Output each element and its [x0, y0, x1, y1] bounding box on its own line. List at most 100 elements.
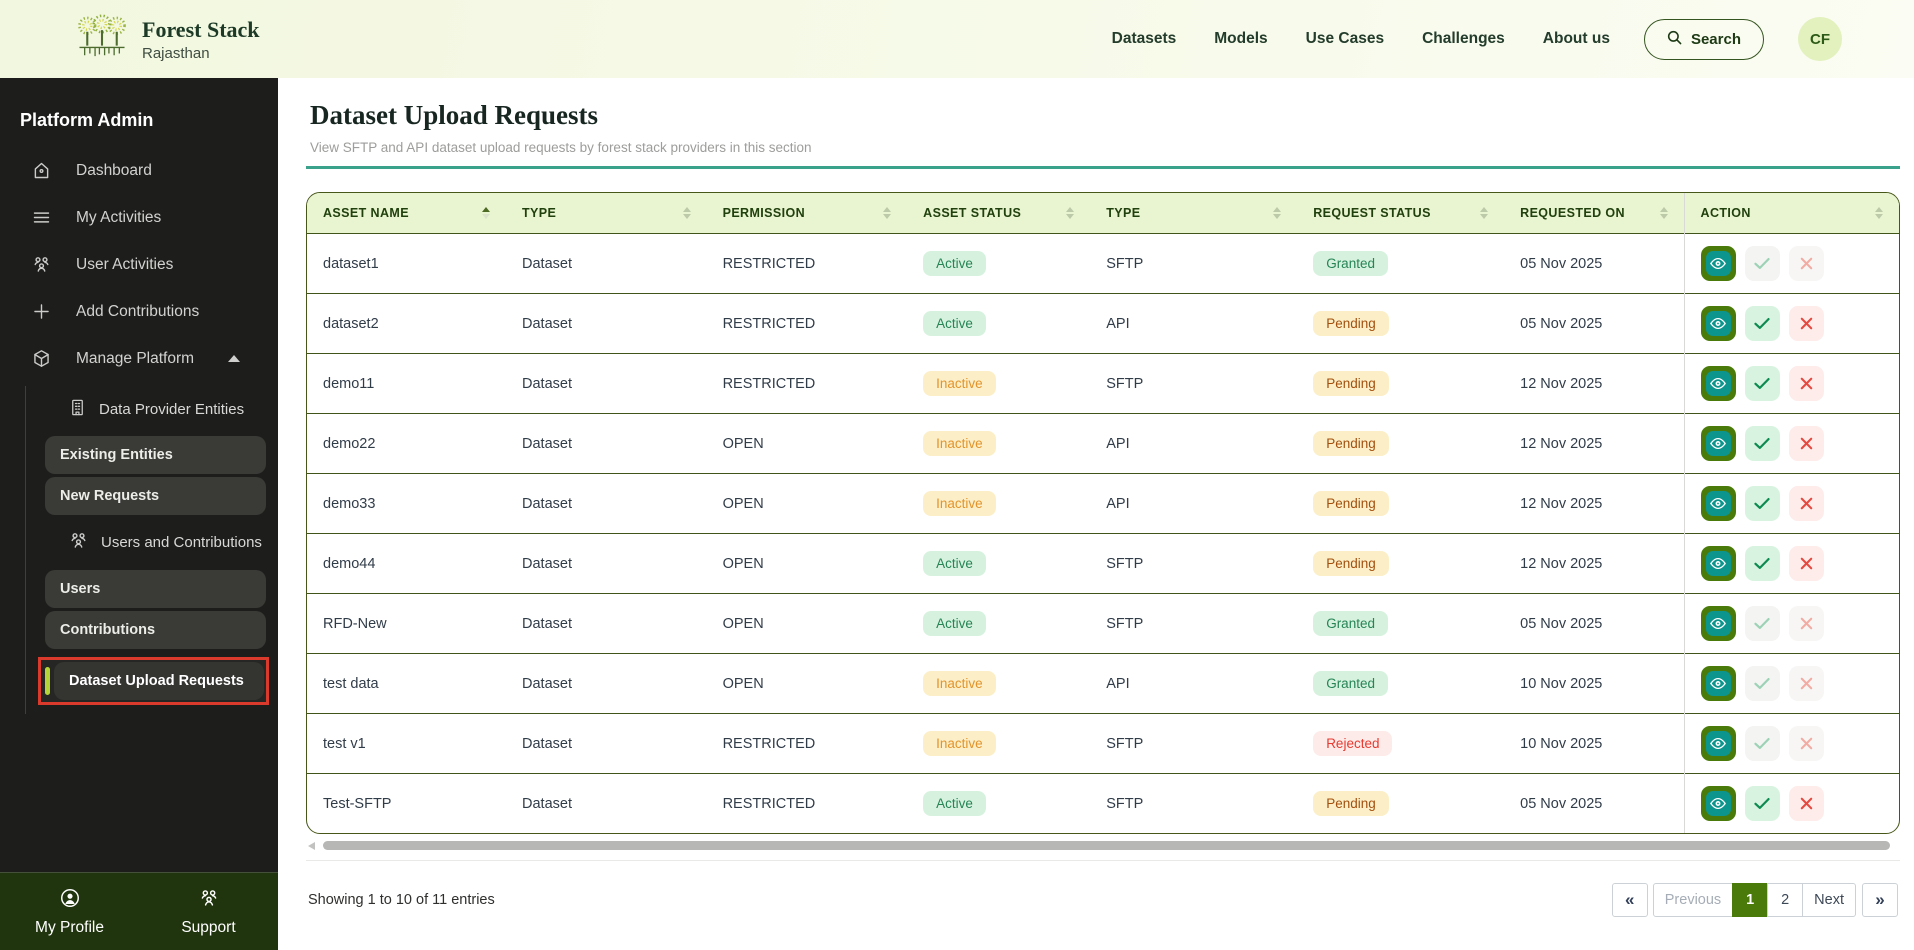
- sort-icon[interactable]: [883, 207, 892, 219]
- sidebar-item-users-and-contributions[interactable]: Users and Contributions: [26, 518, 278, 567]
- footer-item-label: My Profile: [35, 918, 104, 936]
- eye-icon: [1705, 251, 1731, 276]
- sidebar-item-user-activities[interactable]: User Activities: [0, 241, 278, 288]
- eye-icon: [1705, 371, 1731, 396]
- view-button[interactable]: [1700, 426, 1736, 461]
- approve-button[interactable]: [1744, 546, 1780, 581]
- nav-models[interactable]: Models: [1214, 30, 1268, 47]
- view-button[interactable]: [1700, 306, 1736, 341]
- sort-icon[interactable]: [1273, 207, 1282, 219]
- cell-type: Dataset: [506, 713, 707, 774]
- view-button[interactable]: [1700, 246, 1736, 281]
- view-button[interactable]: [1700, 666, 1736, 701]
- reject-button[interactable]: [1788, 786, 1824, 821]
- home-icon: [30, 160, 52, 181]
- sidebar-item-data-provider-entities[interactable]: Data Provider Entities: [26, 386, 278, 433]
- sidebar-item-contributions[interactable]: Contributions: [45, 611, 266, 649]
- column-header-request-status[interactable]: REQUEST STATUS: [1297, 193, 1505, 234]
- avatar[interactable]: CF: [1798, 17, 1842, 61]
- sort-icon[interactable]: [482, 207, 490, 219]
- check-icon: [1754, 797, 1770, 810]
- nav-challenges[interactable]: Challenges: [1422, 30, 1505, 47]
- cell-channel-type: SFTP: [1090, 353, 1298, 414]
- sidebar-item-label: Dashboard: [76, 161, 152, 179]
- view-button[interactable]: [1700, 726, 1736, 761]
- footer-support[interactable]: Support: [139, 873, 278, 950]
- cell-actions: [1683, 233, 1899, 294]
- approve-button[interactable]: [1744, 306, 1780, 341]
- cell-actions: [1683, 773, 1899, 833]
- cell-type: Dataset: [506, 593, 707, 654]
- search-button[interactable]: Search: [1643, 18, 1764, 60]
- column-header-type-1[interactable]: TYPE: [506, 193, 707, 234]
- sidebar-item-dataset-upload-requests[interactable]: Dataset Upload Requests: [54, 662, 264, 700]
- sidebar-item-dashboard[interactable]: Dashboard: [0, 147, 278, 194]
- view-button[interactable]: [1700, 546, 1736, 581]
- sort-icon[interactable]: [1875, 207, 1883, 219]
- table-row: demo22 Dataset OPEN Inactive API Pending 12 No…: [307, 413, 1899, 474]
- cell-actions: [1683, 473, 1899, 534]
- approve-button[interactable]: [1744, 366, 1780, 401]
- search-icon: [1667, 30, 1682, 49]
- view-button[interactable]: [1700, 366, 1736, 401]
- pagination-last[interactable]: »: [1862, 883, 1898, 917]
- nav-about-us[interactable]: About us: [1542, 30, 1610, 47]
- horizontal-scrollbar[interactable]: [308, 841, 1898, 851]
- teal-divider: [306, 166, 1900, 169]
- sort-icon[interactable]: [1480, 207, 1489, 219]
- cell-permission: RESTRICTED: [706, 293, 908, 354]
- sidebar-item-existing-entities[interactable]: Existing Entities: [45, 436, 266, 474]
- cell-asset-status: Inactive: [907, 353, 1091, 414]
- sort-icon[interactable]: [682, 207, 691, 219]
- table-row: demo11 Dataset RESTRICTED Inactive SFTP Pendi…: [307, 353, 1899, 414]
- reject-button[interactable]: [1788, 306, 1824, 341]
- column-header-type-4[interactable]: TYPE: [1090, 193, 1298, 234]
- column-header-permission[interactable]: PERMISSION: [706, 193, 908, 234]
- cell-actions: [1683, 533, 1899, 594]
- sidebar-footer: My Profile Support: [0, 872, 278, 950]
- table-row: dataset1 Dataset RESTRICTED Active SFTP Grant…: [307, 233, 1899, 294]
- footer-my-profile[interactable]: My Profile: [0, 873, 139, 950]
- sidebar-item-new-requests[interactable]: New Requests: [45, 477, 266, 515]
- reject-button[interactable]: [1788, 366, 1824, 401]
- column-label: ASSET STATUS: [923, 206, 1022, 220]
- sidebar-item-my-activities[interactable]: My Activities: [0, 194, 278, 241]
- view-button[interactable]: [1700, 606, 1736, 641]
- view-button[interactable]: [1700, 486, 1736, 521]
- column-label: TYPE: [522, 206, 557, 220]
- pagination-page-2[interactable]: 2: [1767, 883, 1804, 917]
- nav-datasets[interactable]: Datasets: [1111, 30, 1177, 47]
- pagination-next[interactable]: Next: [1802, 883, 1856, 917]
- brand[interactable]: Forest Stack Rajasthan: [76, 12, 260, 67]
- nav-use-cases[interactable]: Use Cases: [1305, 30, 1385, 47]
- building-icon: [68, 398, 87, 421]
- cell-permission: OPEN: [706, 413, 908, 474]
- column-header-action[interactable]: ACTION: [1683, 193, 1899, 234]
- approve-button[interactable]: [1744, 426, 1780, 461]
- reject-button[interactable]: [1788, 426, 1824, 461]
- cell-type: Dataset: [506, 533, 707, 594]
- sort-icon[interactable]: [1066, 207, 1075, 219]
- reject-button[interactable]: [1788, 486, 1824, 521]
- sidebar-item-users[interactable]: Users: [45, 570, 266, 608]
- column-header-asset-name[interactable]: ASSET NAME: [307, 193, 506, 234]
- pagination-previous[interactable]: Previous: [1652, 883, 1734, 917]
- scrollbar-left-arrow-icon[interactable]: [308, 842, 315, 850]
- view-button[interactable]: [1700, 786, 1736, 821]
- sidebar-item-add-contributions[interactable]: Add Contributions: [0, 288, 278, 335]
- column-header-requested-on[interactable]: REQUESTED ON: [1504, 193, 1685, 234]
- sort-icon[interactable]: [1659, 207, 1668, 219]
- reject-button[interactable]: [1788, 546, 1824, 581]
- cell-requested-on: 05 Nov 2025: [1504, 233, 1685, 294]
- scrollbar-thumb[interactable]: [323, 841, 1890, 850]
- sidebar-item-manage-platform[interactable]: Manage Platform: [0, 335, 278, 382]
- cell-request-status: Pending: [1297, 293, 1505, 354]
- approve-button[interactable]: [1744, 786, 1780, 821]
- column-header-asset-status[interactable]: ASSET STATUS: [907, 193, 1091, 234]
- pagination-first[interactable]: «: [1611, 883, 1648, 917]
- sidebar-item-label: Manage Platform: [76, 349, 195, 367]
- approve-button[interactable]: [1744, 486, 1780, 521]
- table-row: demo33 Dataset OPEN Inactive API Pending 12 No…: [307, 473, 1899, 534]
- pagination-page-1[interactable]: 1: [1732, 883, 1769, 917]
